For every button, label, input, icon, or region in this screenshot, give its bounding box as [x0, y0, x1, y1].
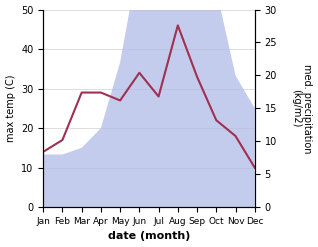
X-axis label: date (month): date (month)	[108, 231, 190, 242]
Y-axis label: max temp (C): max temp (C)	[5, 75, 16, 142]
Y-axis label: med. precipitation
(kg/m2): med. precipitation (kg/m2)	[291, 64, 313, 153]
